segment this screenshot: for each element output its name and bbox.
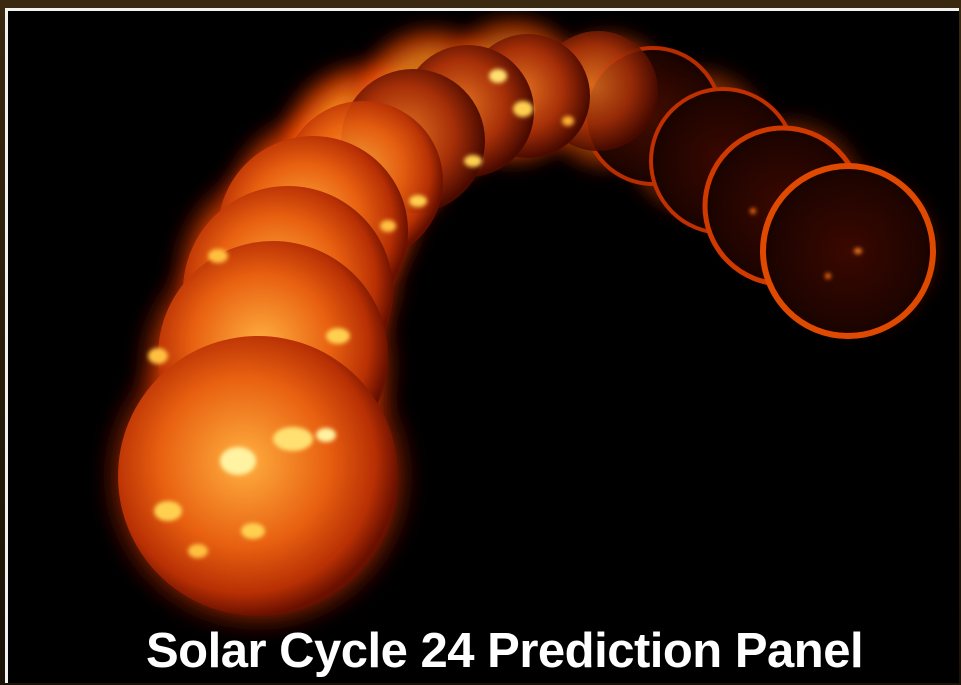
dim-suns [583, 46, 936, 339]
caption-text: Solar Cycle 24 Prediction Panel [146, 624, 864, 678]
sun-sequence-image: Solar Cycle 24 Prediction Panel [5, 8, 959, 683]
sun-sequence-graphic [93, 11, 948, 641]
active-regions [148, 69, 862, 558]
bright-suns [118, 136, 408, 616]
